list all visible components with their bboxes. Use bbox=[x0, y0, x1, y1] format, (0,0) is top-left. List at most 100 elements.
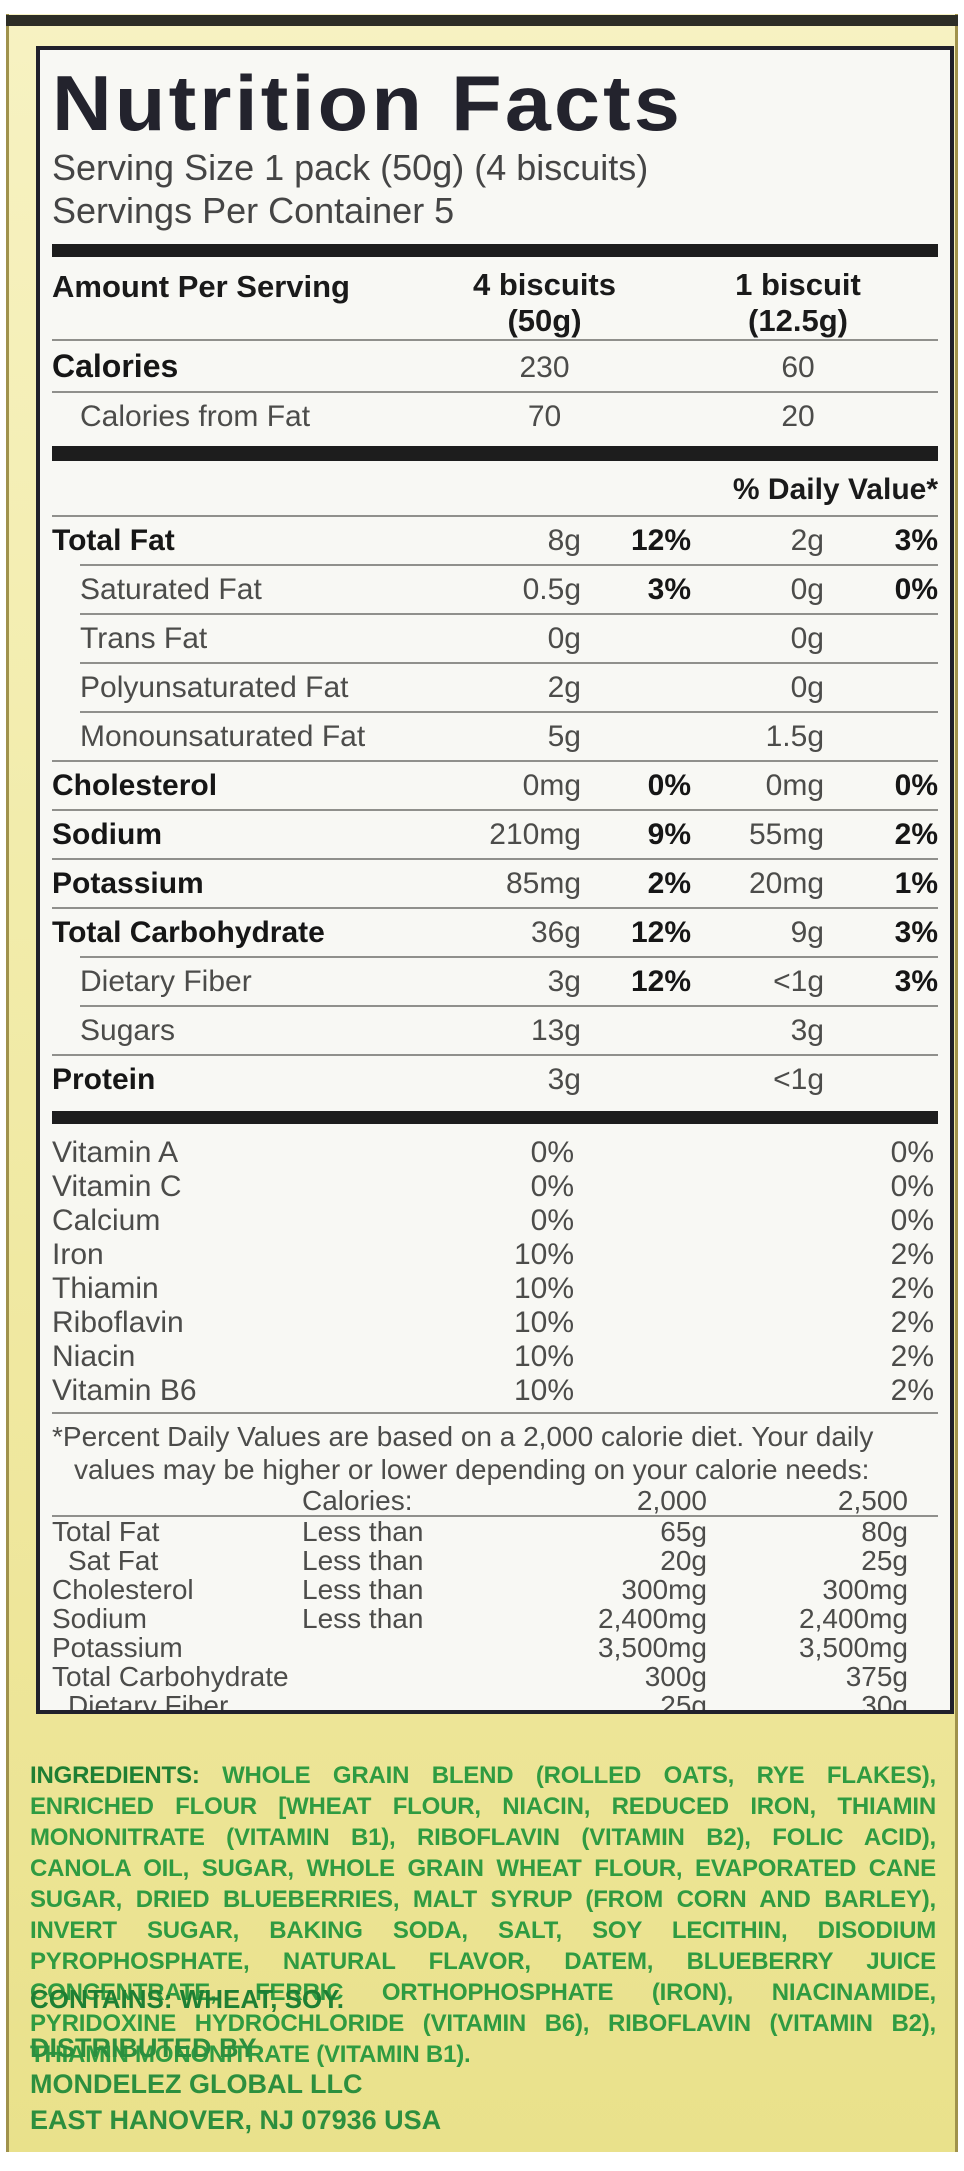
divider-thin bbox=[80, 1005, 938, 1007]
calories-value-4biscuits: 230 bbox=[519, 351, 570, 384]
divider-thin bbox=[52, 809, 938, 811]
divider-thick bbox=[52, 1111, 938, 1124]
vitamin-label: Calcium bbox=[52, 1204, 161, 1237]
nutrient-row-potassium: Potassium 85mg 2% 20mg 1% bbox=[52, 860, 938, 907]
nutrient-label: Potassium bbox=[52, 867, 204, 900]
column-header-4-biscuits: 4 biscuits (50g) bbox=[473, 267, 616, 338]
divider-thin bbox=[52, 339, 938, 341]
divider-thin bbox=[80, 564, 938, 566]
distributor-block: DISTRIBUTED BY MONDELEZ GLOBAL LLC EAST … bbox=[30, 2030, 441, 2138]
nutrient-amount-col1: 210mg bbox=[489, 818, 581, 851]
calories-value-1biscuit: 60 bbox=[781, 351, 815, 384]
footnote-row-sodium: Sodium Less than 2,400mg 2,400mg bbox=[52, 1603, 908, 1634]
nutrient-label: Sugars bbox=[80, 1014, 176, 1047]
nutrient-amount-col1: 0mg bbox=[522, 769, 581, 802]
nutrient-dv-col2: 3% bbox=[894, 916, 938, 949]
nutrient-dv-col2: 1% bbox=[894, 867, 938, 900]
nutrient-amount-col1: 3g bbox=[547, 965, 581, 998]
nutrient-row-total-fat: Total Fat 8g 12% 2g 3% bbox=[52, 517, 938, 564]
nutrient-dv-col1: 0% bbox=[647, 769, 691, 802]
vitamin-value-col2: 2% bbox=[890, 1340, 934, 1373]
nutrient-label: Dietary Fiber bbox=[80, 965, 252, 998]
vitamin-row-thiamin: Thiamin 10% 2% bbox=[52, 1272, 938, 1306]
divider-thin bbox=[80, 662, 938, 664]
nutrient-amount-col1: 8g bbox=[547, 524, 581, 557]
nutrition-facts-title: Nutrition Facts bbox=[52, 59, 684, 147]
nutrient-label: Total Fat bbox=[52, 524, 175, 557]
nutrient-amount-col2: <1g bbox=[773, 965, 824, 998]
vitamin-value-col2: 2% bbox=[890, 1272, 934, 1305]
vitamin-value-col2: 0% bbox=[890, 1136, 934, 1169]
nutrition-facts-panel: Nutrition Facts Serving Size 1 pack (50g… bbox=[36, 46, 954, 1714]
footnote-line2: values may be higher or lower depending … bbox=[74, 1454, 870, 1485]
vitamin-value-col1: 10% bbox=[513, 1272, 574, 1305]
distributor-line1: DISTRIBUTED BY bbox=[30, 2033, 257, 2063]
footnote-row-cholesterol: Cholesterol Less than 300mg 300mg bbox=[52, 1574, 908, 1605]
footnote-2500-header: 2,500 bbox=[837, 1485, 908, 1516]
footnote-header-row: Calories: 2,000 2,500 bbox=[52, 1486, 938, 1515]
nutrient-label: Protein bbox=[52, 1063, 156, 1096]
nutrient-label: Total Carbohydrate bbox=[52, 916, 325, 949]
nutrient-dv-col1: 12% bbox=[630, 916, 691, 949]
nutrient-row-polyunsaturated-fat: Polyunsaturated Fat 2g 0g bbox=[52, 664, 938, 711]
footnote-row-total-fat: Total Fat Less than 65g 80g bbox=[52, 1516, 908, 1547]
vitamin-row-iron: Iron 10% 2% bbox=[52, 1238, 938, 1272]
nutrient-amount-col1: 5g bbox=[547, 720, 581, 753]
ingredients-text: WHOLE GRAIN BLEND (ROLLED OATS, RYE FLAK… bbox=[30, 1762, 936, 2068]
footnote-row-total-carbohydrate: Total Carbohydrate 300g 375g bbox=[52, 1661, 908, 1692]
vitamin-row-vitamin-b6: Vitamin B6 10% 2% bbox=[52, 1374, 938, 1408]
calories-row: Calories 230 60 bbox=[52, 341, 938, 391]
nutrient-label: Polyunsaturated Fat bbox=[80, 671, 349, 704]
vitamin-value-col1: 10% bbox=[513, 1238, 574, 1271]
divider-thick bbox=[52, 446, 938, 461]
vitamin-row-vitamin-c: Vitamin C 0% 0% bbox=[52, 1170, 938, 1204]
package-edge-band bbox=[6, 15, 958, 26]
contains-statement: CONTAINS: WHEAT, SOY. bbox=[30, 1984, 344, 2014]
nutrient-amount-col1: 36g bbox=[530, 916, 581, 949]
nutrient-amount-col1: 3g bbox=[547, 1063, 581, 1096]
nutrient-amount-col2: 55mg bbox=[748, 818, 824, 851]
vitamin-value-col2: 2% bbox=[890, 1374, 934, 1407]
vitamin-value-col2: 0% bbox=[890, 1204, 934, 1237]
nutrient-row-sugars: Sugars 13g 3g bbox=[52, 1007, 938, 1054]
vitamin-label: Vitamin C bbox=[52, 1170, 182, 1203]
column-header-1-biscuit: 1 biscuit (12.5g) bbox=[735, 267, 861, 338]
footnote-row-potassium: Potassium 3,500mg 3,500mg bbox=[52, 1632, 908, 1663]
nutrient-amount-col2: 20mg bbox=[748, 867, 824, 900]
calories-from-fat-label: Calories from Fat bbox=[80, 400, 311, 433]
vitamin-label: Iron bbox=[52, 1238, 104, 1271]
nutrient-row-protein: Protein 3g <1g bbox=[52, 1056, 938, 1103]
nutrient-label: Cholesterol bbox=[52, 769, 218, 802]
footnote-calories-label: Calories: bbox=[302, 1485, 413, 1516]
vitamin-value-col1: 10% bbox=[513, 1374, 574, 1407]
nutrient-dv-col2: 2% bbox=[894, 818, 938, 851]
vitamin-value-col1: 0% bbox=[530, 1136, 574, 1169]
nutrient-amount-col1: 85mg bbox=[505, 867, 581, 900]
nutrient-label: Sodium bbox=[52, 818, 162, 851]
nutrient-amount-col2: 0mg bbox=[765, 769, 824, 802]
vitamin-value-col2: 2% bbox=[890, 1306, 934, 1339]
distributor-line2: MONDELEZ GLOBAL LLC bbox=[30, 2069, 363, 2099]
distributor-line3: EAST HANOVER, NJ 07936 USA bbox=[30, 2105, 442, 2135]
nutrient-row-cholesterol: Cholesterol 0mg 0% 0mg 0% bbox=[52, 762, 938, 809]
nutrient-amount-col1: 0g bbox=[547, 622, 581, 655]
nutrient-dv-col2: 0% bbox=[894, 769, 938, 802]
vitamin-value-col1: 0% bbox=[530, 1204, 574, 1237]
nutrient-label: Saturated Fat bbox=[80, 573, 262, 606]
vitamin-row-riboflavin: Riboflavin 10% 2% bbox=[52, 1306, 938, 1340]
vitamin-value-col2: 0% bbox=[890, 1170, 934, 1203]
divider-thin bbox=[52, 760, 938, 762]
footnote-line1: *Percent Daily Values are based on a 2,0… bbox=[52, 1421, 874, 1452]
nutrient-amount-col2: <1g bbox=[773, 1063, 824, 1096]
vitamin-value-col1: 10% bbox=[513, 1306, 574, 1339]
ingredients-heading: INGREDIENTS: bbox=[30, 1762, 200, 1789]
nutrient-row-total-carbohydrate: Total Carbohydrate 36g 12% 9g 3% bbox=[52, 909, 938, 956]
nutrient-dv-col1: 12% bbox=[630, 965, 691, 998]
footnote-2000-header: 2,000 bbox=[636, 1485, 707, 1516]
nutrient-dv-col1: 3% bbox=[647, 573, 691, 606]
divider-thin bbox=[52, 1515, 938, 1517]
column-header-row: Amount Per Serving 4 biscuits (50g) 1 bi… bbox=[52, 267, 938, 339]
nutrient-dv-col2: 3% bbox=[894, 524, 938, 557]
calories-from-fat-value-1biscuit: 20 bbox=[781, 400, 815, 433]
